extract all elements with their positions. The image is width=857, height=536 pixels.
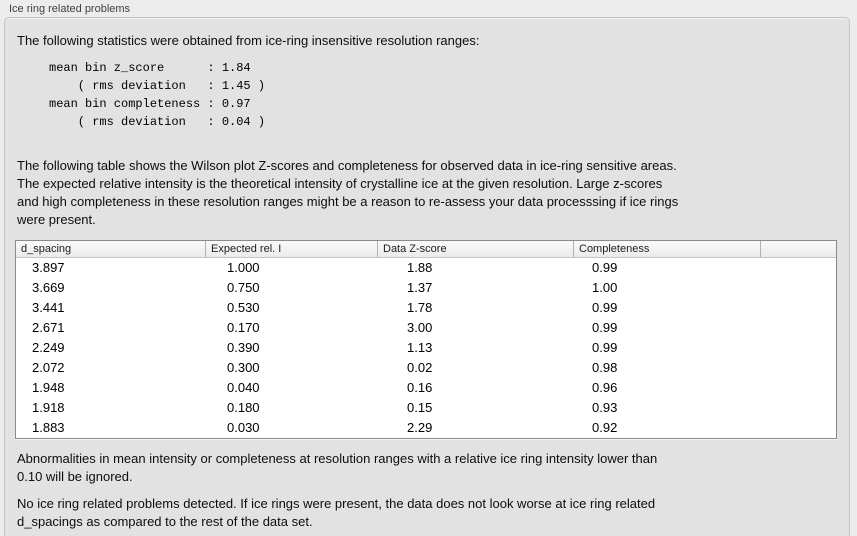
table-row[interactable]: 1.883 0.030 2.29 0.92 (16, 418, 836, 438)
ice-ring-table[interactable]: d_spacing Expected rel. I Data Z-score C… (15, 240, 837, 439)
cell-data-z-score: 1.13 (407, 340, 433, 355)
cell-data-z-score: 2.29 (407, 420, 433, 435)
cell-expected-rel-i: 0.180 (227, 400, 260, 415)
column-header-empty (760, 241, 836, 257)
cell-expected-rel-i: 0.530 (227, 300, 260, 315)
cell-d-spacing: 2.249 (32, 340, 65, 355)
table-row[interactable]: 1.918 0.180 0.15 0.93 (16, 398, 836, 418)
cell-data-z-score: 1.78 (407, 300, 433, 315)
cell-completeness: 0.93 (592, 400, 618, 415)
cell-empty (760, 258, 836, 278)
cell-d-spacing: 2.671 (32, 320, 65, 335)
cell-expected-rel-i: 0.040 (227, 380, 260, 395)
table-row[interactable]: 3.897 1.000 1.88 0.99 (16, 258, 836, 278)
cell-completeness: 0.99 (592, 320, 618, 335)
column-header-completeness[interactable]: Completeness (573, 241, 760, 257)
groupbox-title: Ice ring related problems (9, 3, 131, 15)
cell-expected-rel-i: 0.030 (227, 420, 260, 435)
column-header-expected-rel-i[interactable]: Expected rel. I (205, 241, 377, 257)
cell-completeness: 0.96 (592, 380, 618, 395)
cell-completeness: 1.00 (592, 280, 618, 295)
cell-d-spacing: 3.669 (32, 280, 65, 295)
column-header-data-z-score[interactable]: Data Z-score (377, 241, 573, 257)
cell-data-z-score: 0.02 (407, 360, 433, 375)
cell-empty (760, 418, 836, 438)
cell-completeness: 0.99 (592, 300, 618, 315)
ignore-threshold-note: Abnormalities in mean intensity or compl… (17, 451, 658, 484)
ice-ring-groupbox: The following statistics were obtained f… (4, 17, 850, 536)
stats-intro-text: The following statistics were obtained f… (17, 33, 480, 48)
table-header-row: d_spacing Expected rel. I Data Z-score C… (16, 241, 836, 258)
column-header-d-spacing[interactable]: d_spacing (21, 243, 72, 255)
table-row[interactable]: 2.072 0.300 0.02 0.98 (16, 358, 836, 378)
cell-empty (760, 378, 836, 398)
cell-empty (760, 278, 836, 298)
cell-expected-rel-i: 0.750 (227, 280, 260, 295)
cell-d-spacing: 1.948 (32, 380, 65, 395)
cell-expected-rel-i: 0.300 (227, 360, 260, 375)
cell-empty (760, 358, 836, 378)
cell-data-z-score: 1.37 (407, 280, 433, 295)
cell-completeness: 0.92 (592, 420, 618, 435)
table-row[interactable]: 3.441 0.530 1.78 0.99 (16, 298, 836, 318)
cell-data-z-score: 0.16 (407, 380, 433, 395)
table-row[interactable]: 1.948 0.040 0.16 0.96 (16, 378, 836, 398)
cell-empty (760, 298, 836, 318)
cell-data-z-score: 1.88 (407, 260, 433, 275)
table-row[interactable]: 2.671 0.170 3.00 0.99 (16, 318, 836, 338)
table-description-text: The following table shows the Wilson plo… (17, 158, 679, 227)
table-body: 3.897 1.000 1.88 0.99 3.669 0.750 1.37 1… (16, 258, 836, 438)
cell-expected-rel-i: 0.170 (227, 320, 260, 335)
cell-d-spacing: 2.072 (32, 360, 65, 375)
cell-empty (760, 338, 836, 358)
cell-empty (760, 318, 836, 338)
cell-completeness: 0.99 (592, 340, 618, 355)
table-row[interactable]: 3.669 0.750 1.37 1.00 (16, 278, 836, 298)
cell-d-spacing: 3.441 (32, 300, 65, 315)
cell-d-spacing: 3.897 (32, 260, 65, 275)
table-row[interactable]: 2.249 0.390 1.13 0.99 (16, 338, 836, 358)
stats-block: mean bin z_score : 1.84 ( rms deviation … (49, 61, 266, 129)
cell-expected-rel-i: 1.000 (227, 260, 260, 275)
cell-data-z-score: 0.15 (407, 400, 433, 415)
cell-completeness: 0.98 (592, 360, 618, 375)
cell-empty (760, 398, 836, 418)
conclusion-text: No ice ring related problems detected. I… (17, 496, 656, 529)
cell-d-spacing: 1.883 (32, 420, 65, 435)
cell-data-z-score: 3.00 (407, 320, 433, 335)
cell-d-spacing: 1.918 (32, 400, 65, 415)
cell-completeness: 0.99 (592, 260, 618, 275)
cell-expected-rel-i: 0.390 (227, 340, 260, 355)
